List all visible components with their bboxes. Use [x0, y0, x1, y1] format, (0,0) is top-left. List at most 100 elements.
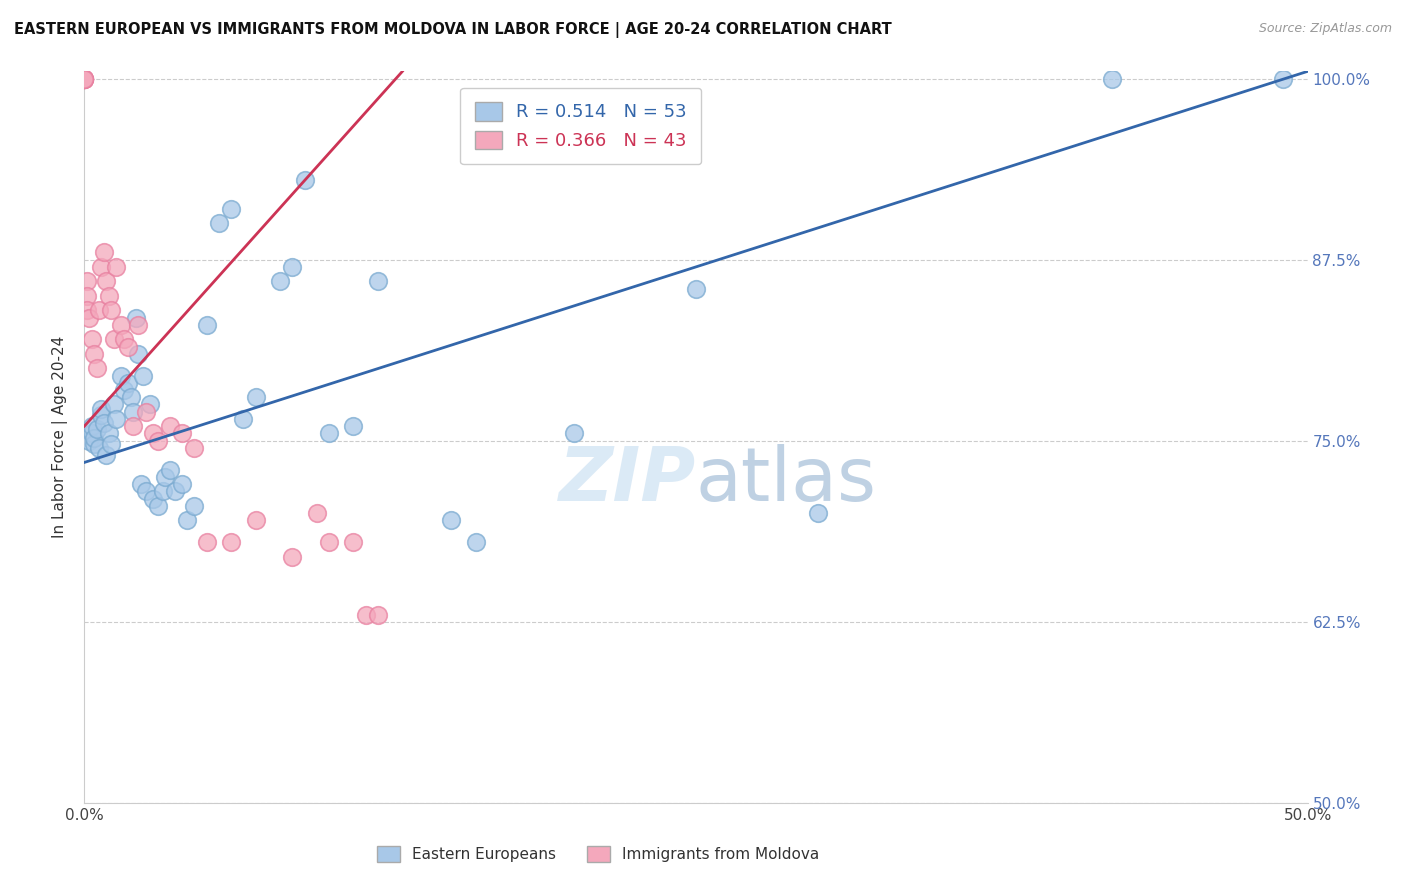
Point [142, 426, 165, 441]
Point [245, 390, 267, 404]
Point [96, 274, 118, 288]
Point [146, 434, 169, 448]
Point [342, 419, 364, 434]
Point [219, 202, 242, 216]
Point [112, 383, 135, 397]
Point [103, 332, 125, 346]
Point [125, 310, 148, 325]
Point [73, 71, 96, 86]
Point [318, 426, 340, 441]
Point [281, 549, 304, 564]
Point [73, 71, 96, 86]
Point [127, 347, 149, 361]
Text: atlas: atlas [696, 444, 877, 517]
Point [96, 448, 118, 462]
Point [219, 535, 242, 549]
Point [117, 340, 139, 354]
Point [183, 499, 205, 513]
Point [232, 412, 254, 426]
Point [100, 436, 122, 450]
Point [135, 405, 157, 419]
Point [195, 535, 218, 549]
Point [93, 245, 115, 260]
Text: Source: ZipAtlas.com: Source: ZipAtlas.com [1258, 22, 1392, 36]
Legend: Eastern Europeans, Immigrants from Moldova: Eastern Europeans, Immigrants from Moldo… [371, 840, 825, 868]
Point [83, 347, 105, 361]
Point [172, 477, 194, 491]
Point [127, 318, 149, 332]
Point [90, 408, 112, 422]
Point [354, 607, 377, 622]
Text: ZIP: ZIP [558, 444, 696, 517]
Point [245, 513, 267, 527]
Point [77, 310, 100, 325]
Point [146, 499, 169, 513]
Point [1101, 71, 1123, 86]
Point [76, 274, 98, 288]
Point [807, 506, 830, 520]
Point [83, 436, 105, 450]
Point [183, 441, 205, 455]
Point [294, 173, 316, 187]
Y-axis label: In Labor Force | Age 20-24: In Labor Force | Age 20-24 [52, 336, 69, 538]
Point [73, 71, 96, 86]
Point [97, 289, 120, 303]
Point [1272, 71, 1295, 86]
Point [117, 376, 139, 390]
Point [685, 282, 707, 296]
Point [269, 274, 291, 288]
Point [103, 397, 125, 411]
Point [163, 484, 186, 499]
Point [172, 426, 194, 441]
Point [464, 535, 486, 549]
Point [159, 419, 181, 434]
Point [135, 484, 157, 499]
Point [281, 260, 304, 274]
Point [122, 405, 145, 419]
Point [159, 463, 181, 477]
Point [73, 71, 96, 86]
Point [122, 419, 145, 434]
Point [73, 71, 96, 86]
Point [83, 431, 105, 445]
Point [80, 332, 103, 346]
Point [90, 260, 112, 274]
Point [367, 274, 389, 288]
Point [132, 368, 155, 383]
Point [73, 71, 96, 86]
Point [76, 303, 98, 318]
Point [139, 397, 162, 411]
Point [90, 401, 112, 416]
Text: EASTERN EUROPEAN VS IMMIGRANTS FROM MOLDOVA IN LABOR FORCE | AGE 20-24 CORRELATI: EASTERN EUROPEAN VS IMMIGRANTS FROM MOLD… [14, 22, 891, 38]
Point [110, 318, 132, 332]
Point [86, 361, 108, 376]
Point [76, 289, 98, 303]
Point [86, 422, 108, 436]
Point [73, 71, 96, 86]
Point [97, 426, 120, 441]
Point [562, 426, 585, 441]
Point [367, 607, 389, 622]
Point [87, 303, 110, 318]
Point [110, 368, 132, 383]
Point [176, 513, 198, 527]
Point [152, 484, 174, 499]
Point [305, 506, 328, 520]
Point [93, 417, 115, 431]
Point [105, 412, 128, 426]
Point [153, 470, 176, 484]
Point [318, 535, 340, 549]
Point [105, 260, 128, 274]
Point [77, 434, 100, 448]
Point [129, 477, 152, 491]
Point [112, 332, 135, 346]
Point [80, 419, 103, 434]
Point [195, 318, 218, 332]
Point [208, 216, 231, 230]
Point [120, 390, 142, 404]
Point [142, 491, 165, 506]
Point [440, 513, 463, 527]
Point [80, 426, 103, 441]
Point [73, 71, 96, 86]
Point [100, 303, 122, 318]
